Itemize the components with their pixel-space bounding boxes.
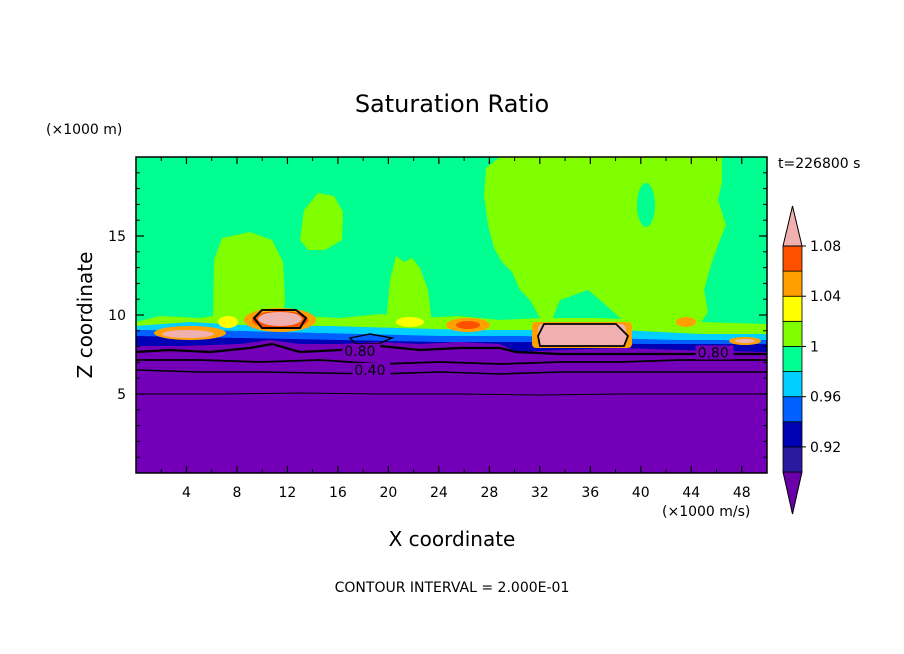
contour-line	[136, 359, 767, 365]
saturated-plume	[484, 157, 726, 332]
x-tick-label: 48	[733, 485, 751, 501]
contour-line	[252, 309, 308, 329]
contour-label-layer: 0.80 0.40 0.80	[342, 343, 734, 379]
y-axis-label: Z coordinate	[73, 252, 97, 379]
colorbar-segment	[782, 346, 803, 372]
unsaturated-pocket	[637, 183, 655, 227]
saturated-plume	[386, 256, 432, 325]
supersaturated-patch-red	[456, 321, 480, 329]
colorbar-segment	[782, 320, 803, 347]
colorbar-upper-arrow	[782, 205, 803, 247]
contour-label: 0.80	[344, 344, 375, 360]
contour-label-bg	[695, 345, 734, 360]
colorbar-segment	[782, 371, 803, 398]
contour-interval-footer: CONTOUR INTERVAL = 2.000E-01	[335, 580, 570, 596]
x-tick-label: 32	[531, 485, 549, 501]
chart-title: Saturation Ratio	[355, 90, 549, 118]
colorbar-segment	[782, 421, 803, 448]
contour-line	[348, 333, 395, 345]
contour-label-bg	[352, 362, 391, 377]
colorbar-segment	[782, 396, 803, 423]
colorbar-segment	[782, 245, 803, 272]
supersaturated-patch-yellow	[396, 317, 424, 327]
x-tick-label: 36	[581, 485, 599, 501]
contour-line	[136, 342, 767, 356]
colorbar-segment	[782, 446, 803, 473]
contour-label-bg	[342, 343, 381, 358]
supersaturated-patch-orange	[676, 317, 696, 327]
contour-line	[136, 369, 767, 375]
x-tick-label: 20	[379, 485, 397, 501]
colorbar-segment	[782, 295, 803, 322]
supersaturated-patch-pink	[735, 339, 755, 343]
x-axis-ticks: 4 8 12 16 20 24 28 32 36 40 44 48	[160, 157, 751, 501]
supersaturated-patch-pink	[258, 312, 302, 326]
x-units-label: (×1000 m/s)	[662, 504, 750, 520]
y-units-label: (×1000 m)	[46, 122, 122, 138]
contour-label: 0.40	[354, 363, 385, 379]
contour-line	[537, 323, 630, 347]
contour-field	[136, 157, 767, 473]
supersaturated-patch-pink	[538, 324, 626, 346]
colorbar-label: 1.04	[810, 289, 841, 305]
colorbar: 1.08 1.04 1 0.96 0.92	[782, 205, 841, 515]
y-axis-ticks: 5 10 15	[108, 172, 767, 458]
colorbar-label: 0.96	[810, 390, 841, 406]
colorbar-segment	[782, 270, 803, 297]
x-tick-label: 28	[480, 485, 498, 501]
colorbar-label: 1.08	[810, 239, 841, 255]
y-tick-label: 10	[108, 308, 126, 324]
supersaturated-patch-pink	[162, 330, 214, 338]
x-tick-label: 12	[279, 485, 297, 501]
time-label: t=226800 s	[778, 156, 860, 172]
colorbar-label: 1	[810, 339, 819, 355]
x-tick-label: 16	[329, 485, 347, 501]
x-tick-label: 40	[632, 485, 650, 501]
x-tick-label: 24	[430, 485, 448, 501]
saturated-plume	[213, 232, 285, 325]
colorbar-label: 0.92	[810, 440, 841, 456]
contour-lines	[136, 309, 767, 396]
x-tick-label: 4	[182, 485, 191, 501]
supersaturated-patch-yellow	[218, 316, 238, 328]
contour-label: 0.80	[698, 346, 729, 362]
y-tick-label: 15	[108, 229, 126, 245]
saturated-plume	[300, 193, 343, 250]
y-tick-label: 5	[117, 387, 126, 403]
x-tick-label: 44	[682, 485, 700, 501]
colorbar-lower-arrow	[782, 471, 803, 515]
contour-line	[136, 392, 767, 396]
x-axis-label: X coordinate	[389, 527, 516, 551]
x-tick-label: 8	[232, 485, 241, 501]
